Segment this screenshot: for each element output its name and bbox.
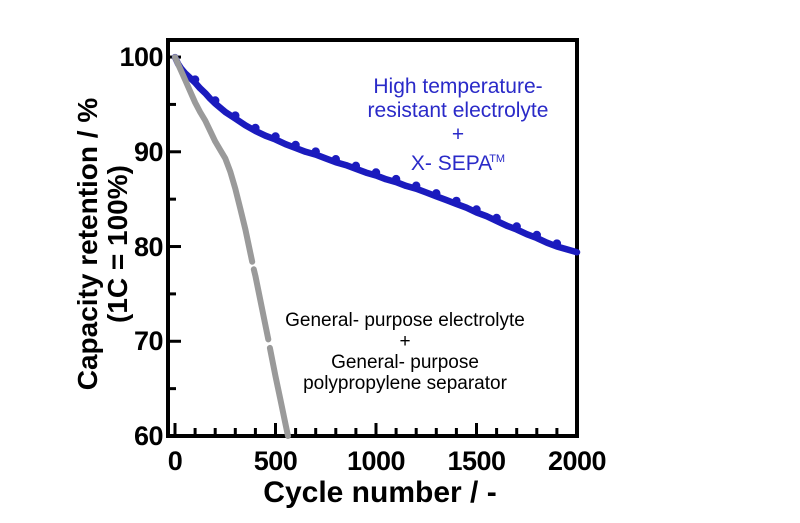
trademark-superscript: TM [489,153,506,165]
x-axis-title: Cycle number / - [263,476,497,509]
annotation-high-temp-electrolyte: High temperature- resistant electrolyte … [308,75,608,176]
blue-curve-marker [351,161,361,171]
blue-curve [171,53,581,256]
blue-curve-marker [552,239,562,248]
blue-curve-marker [190,75,200,84]
gray-curve-segment [266,344,291,439]
blue-curve-marker [271,132,280,141]
blue-curve-marker [492,213,501,223]
blue-curve-marker [391,174,401,184]
blue-curve-marker [251,123,260,133]
blue-curve-marker [412,181,421,190]
blue-curve-marker [472,205,481,214]
y-tick-label: 60 [133,421,164,451]
blue-curve-marker [231,111,240,120]
blue-curve-marker [432,189,441,198]
blue-curve-marker [291,140,300,150]
plot-border [166,38,579,438]
blue-curve-marker [331,155,340,164]
y-axis-title: Capacity retention / % (1C = 100%) [72,64,133,424]
y-axis-title-line2: (1C = 100%) [102,165,133,323]
blue-curve-marker [512,222,521,231]
gray-curve-segment [172,54,256,265]
gray-curve-segment [250,266,272,343]
y-axis-title-line1: Capacity retention / % [72,97,103,391]
product-name: X- SEPA [410,152,493,175]
x-tick-label: 500 [253,446,298,476]
annotation-line: resistant electrolyte [367,99,549,122]
blue-curve-marker [211,96,220,105]
annotation-line: X- SEPATM [308,147,608,176]
x-tick-label: 2000 [547,446,607,476]
annotation-general-purpose: General- purpose electrolyte + General- … [245,310,565,394]
annotation-line: High temperature- [373,75,543,98]
x-tick-label: 0 [167,446,183,476]
annotation-line: General- purpose [331,352,479,373]
y-tick-label: 90 [133,136,164,167]
y-tick-label: 100 [119,42,163,73]
annotation-line: General- purpose electrolyte [285,310,525,331]
annotation-line: + [451,123,465,146]
annotation-line: polypropylene separator [303,373,507,394]
annotation-line: + [399,331,411,352]
blue-curve-marker [311,147,320,156]
x-tick-label: 1500 [447,446,506,476]
x-tick-label: 1000 [346,446,406,476]
blue-curve-marker [532,230,541,240]
blue-curve-marker [452,196,461,206]
blue-curve-marker [371,168,381,177]
y-tick-label: 70 [133,326,164,357]
y-tick-label: 80 [133,231,164,262]
